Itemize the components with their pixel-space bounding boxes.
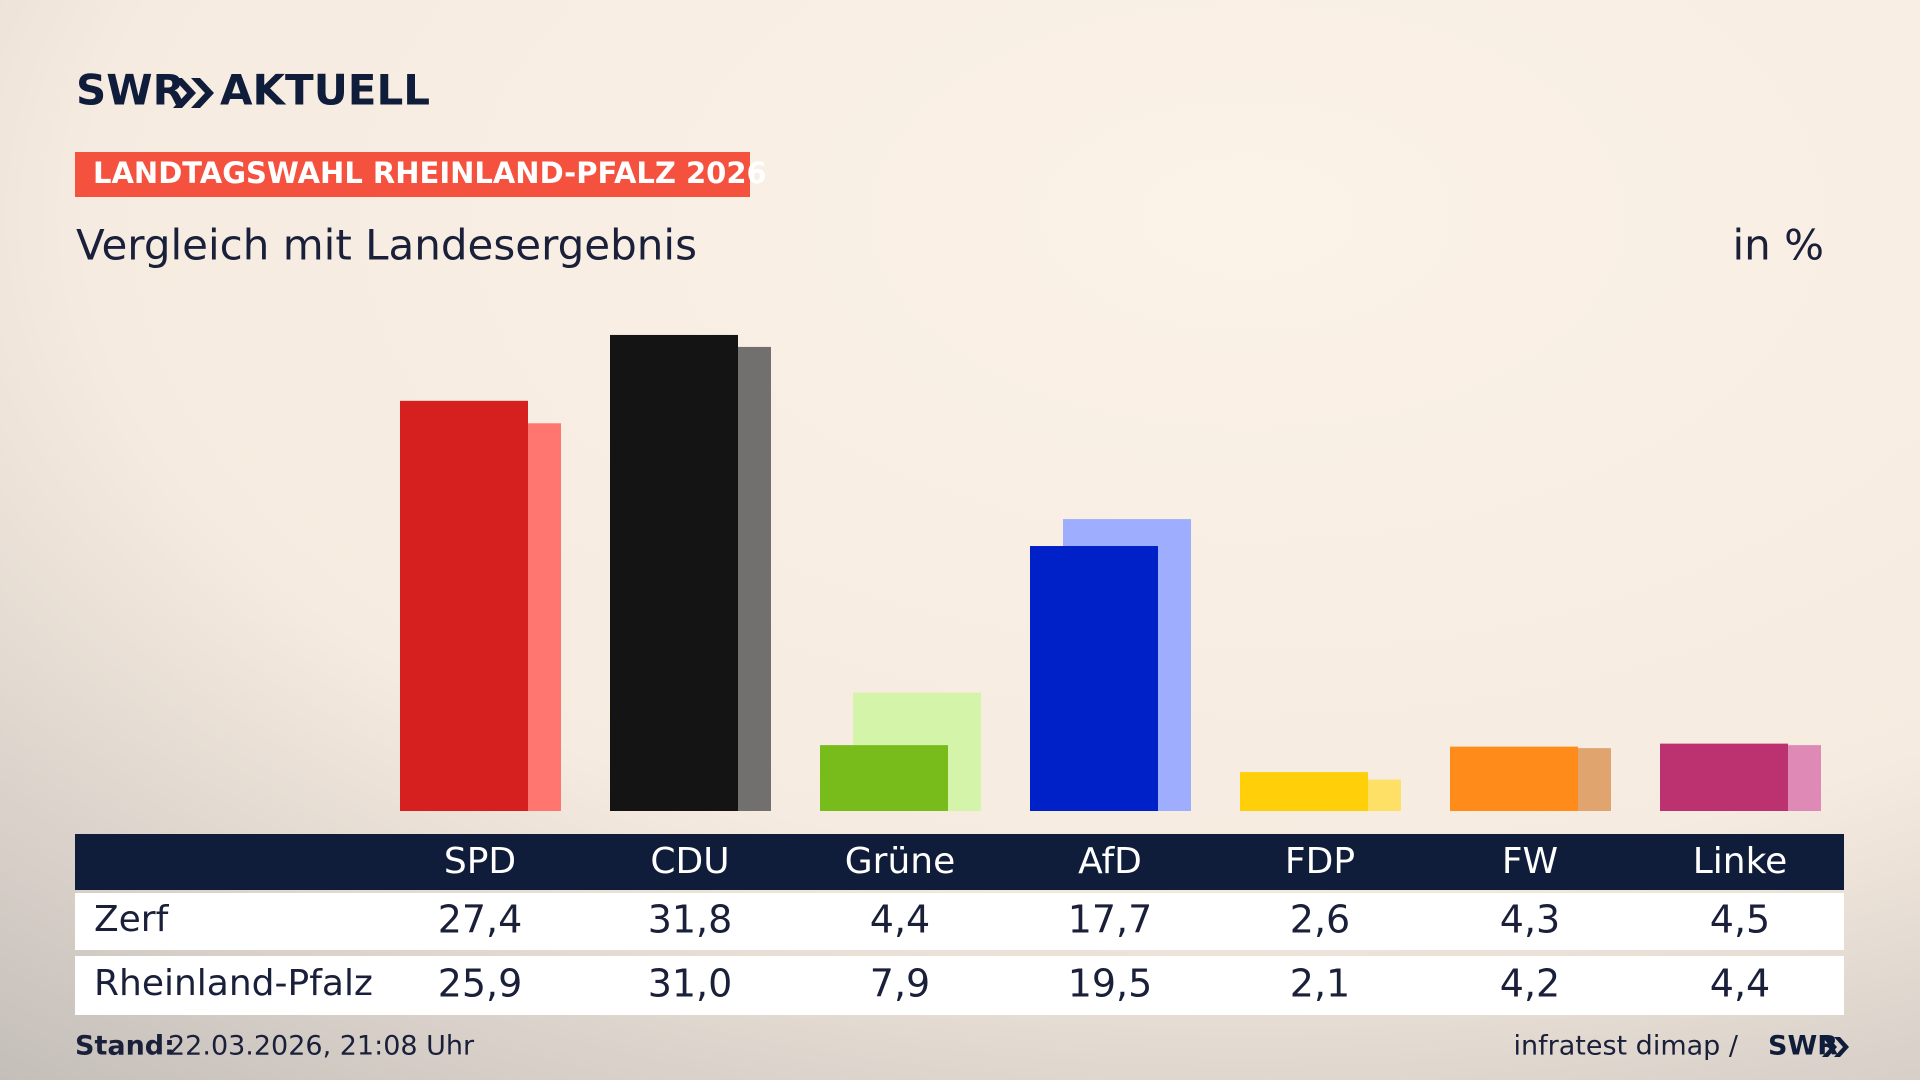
bar	[610, 334, 738, 811]
kicker: LANDTAGSWAHL RHEINLAND-PFALZ 2026	[93, 156, 767, 190]
category-label: CDU	[650, 841, 729, 882]
source: infratest dimap /	[1513, 1031, 1738, 1062]
series-name: Rheinland-Pfalz	[94, 963, 373, 1004]
value-label: 7,9	[870, 962, 930, 1006]
category-label: FDP	[1285, 841, 1355, 882]
value-label: 2,1	[1290, 962, 1350, 1006]
bar	[1030, 546, 1158, 811]
category-label: FW	[1502, 841, 1558, 882]
brand-chevrons	[173, 78, 214, 108]
source-chevrons	[1822, 1037, 1849, 1057]
value-label: 17,7	[1068, 898, 1153, 942]
value-label: 31,0	[648, 962, 733, 1006]
value-label: 4,2	[1500, 962, 1560, 1006]
category-label: Grüne	[845, 841, 955, 882]
bar	[1660, 743, 1788, 811]
value-label: 4,5	[1710, 898, 1770, 942]
brand: SWR	[76, 66, 185, 115]
category-label: Linke	[1693, 841, 1788, 882]
bar	[1240, 772, 1368, 811]
bar	[1450, 746, 1578, 811]
value-label: 4,4	[870, 898, 930, 942]
value-label: 4,3	[1500, 898, 1560, 942]
series-name: Zerf	[94, 899, 170, 940]
category-label: SPD	[444, 841, 516, 882]
table-row	[75, 893, 1844, 950]
value-label: 4,4	[1710, 962, 1770, 1006]
value-label: 25,9	[438, 962, 523, 1006]
chart-title: Vergleich mit Landesergebnis	[76, 221, 697, 270]
footer-date: 22.03.2026, 21:08 Uhr	[168, 1031, 475, 1062]
unit-label: in %	[1732, 221, 1824, 270]
category-label: AfD	[1078, 841, 1142, 882]
value-label: 27,4	[438, 898, 523, 942]
footer-label: Stand:	[75, 1031, 175, 1062]
value-label: 31,8	[648, 898, 733, 942]
brand-product: AKTUELL	[220, 66, 430, 115]
value-label: 19,5	[1068, 962, 1153, 1006]
table-header	[75, 834, 1844, 890]
bar	[400, 400, 528, 811]
bar	[820, 745, 948, 811]
kicker-background	[75, 152, 750, 197]
value-label: 2,6	[1290, 898, 1350, 942]
table-row	[75, 956, 1844, 1015]
